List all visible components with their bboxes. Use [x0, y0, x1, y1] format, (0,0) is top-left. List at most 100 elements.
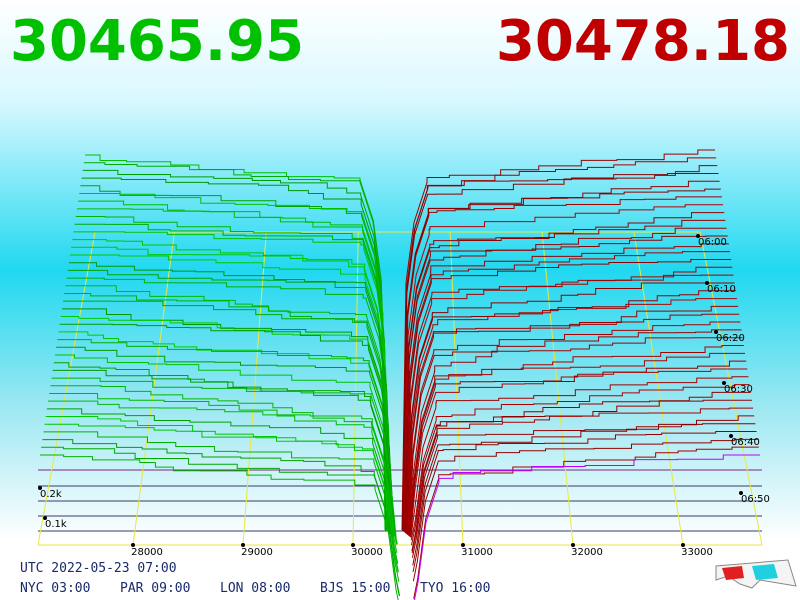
bid-curve — [42, 439, 400, 596]
city-time: BJS 15:00 — [320, 581, 390, 596]
bid-curve — [67, 269, 392, 534]
price-grid-line — [132, 231, 175, 546]
bid-curve — [82, 169, 387, 531]
axis-labels: 28000 29000 30000 31000 32000 33000 0.2k 0.1k 06… — [38, 234, 770, 558]
bid-curve — [74, 223, 389, 533]
time-tick-dot — [696, 234, 700, 238]
time-tick-label: 06:30 — [724, 384, 753, 395]
ask-curve — [412, 438, 758, 582]
ask-curve — [411, 407, 754, 554]
ask-curve — [411, 391, 751, 546]
ask-curve — [401, 149, 715, 531]
price-grid-line — [633, 231, 684, 546]
price-tick-dot — [241, 543, 245, 547]
city-time: LON 08:00 — [220, 581, 290, 596]
bid-curve — [78, 200, 388, 532]
price-tick-dot — [461, 543, 465, 547]
bid-price: 30465.95 — [10, 9, 304, 74]
time-tick-label: 06:10 — [707, 284, 736, 295]
bid-curve — [58, 331, 395, 536]
price-tick-label: 32000 — [571, 547, 603, 558]
city-time: TYO 16:00 — [420, 581, 490, 596]
time-tick-label: 06:40 — [731, 437, 760, 448]
bid-curve — [76, 208, 389, 532]
price-grid-line — [352, 231, 359, 546]
bid-curve — [66, 277, 392, 535]
bid-curve — [53, 362, 396, 537]
grid — [37, 231, 763, 547]
bid-curve — [55, 354, 396, 537]
price-grid-line — [541, 231, 574, 546]
ask-curve — [403, 204, 724, 532]
time-tick-dot — [739, 491, 743, 495]
ask-curve — [412, 431, 757, 573]
ask-curve — [412, 423, 756, 566]
bid-curve — [56, 346, 396, 537]
bid-curve — [50, 385, 398, 545]
bid-curve — [79, 192, 388, 532]
price-tick-label: 29000 — [241, 547, 273, 558]
ask-curve — [405, 258, 732, 534]
ask-curve — [407, 298, 737, 535]
price-tick-dot — [681, 543, 685, 547]
time-tick-dot — [722, 381, 726, 385]
depth-tick-label: 0.1k — [45, 519, 67, 530]
ask-curve — [405, 251, 730, 534]
ask-curve — [408, 329, 742, 536]
bid-curve — [71, 246, 391, 534]
bid-curve — [73, 231, 390, 533]
price-tick-label: 33000 — [681, 547, 713, 558]
ask-curve — [402, 172, 719, 531]
depth-tick-label: 0.2k — [40, 489, 62, 500]
ask-curve — [409, 345, 744, 537]
ask-curve — [406, 274, 734, 535]
bid-curve — [52, 369, 397, 538]
bid-curve — [43, 431, 400, 582]
floor-edge — [37, 231, 763, 546]
3d-glasses-icon — [715, 559, 797, 589]
city-time: NYC 03:00 — [20, 581, 90, 596]
bid-curve — [41, 446, 401, 597]
bid-curve — [63, 300, 393, 535]
bid-curve — [80, 185, 388, 532]
ask-curve — [406, 282, 735, 535]
ask-curve — [404, 235, 728, 533]
price-tick-dot — [131, 543, 135, 547]
bid-curve — [49, 392, 398, 554]
city-time: PAR 09:00 — [120, 581, 190, 596]
time-tick-label: 06:00 — [698, 237, 727, 248]
ask-curve — [404, 219, 726, 533]
bid-curve — [46, 408, 399, 564]
ask-curve — [405, 243, 729, 534]
time-tick-label: 06:50 — [741, 494, 770, 505]
time-tick-label: 06:20 — [716, 333, 745, 344]
bid-curve — [40, 454, 399, 600]
city-times: NYC 03:00 PAR 09:00 LON 08:00 BJS 15:00 TYO … — [20, 581, 490, 596]
ask-price: 30478.18 — [496, 9, 790, 74]
bid-curve — [45, 416, 399, 573]
bid-curve — [57, 339, 395, 537]
ask-curve — [408, 321, 741, 536]
price-tick-label: 30000 — [351, 547, 383, 558]
ask-curve — [410, 376, 749, 538]
time-tick-dot — [705, 281, 709, 285]
depth-tick-dot — [38, 486, 42, 490]
depth-curves — [40, 149, 760, 600]
bid-curve — [75, 216, 389, 533]
ask-curve — [404, 227, 727, 533]
bid-curve — [83, 162, 386, 531]
price-grid-line — [449, 231, 464, 546]
ask-curve — [409, 352, 745, 537]
bid-curve — [51, 377, 397, 538]
bid-curve — [81, 177, 387, 531]
ask-curve — [407, 313, 740, 536]
ask-curve — [403, 196, 722, 532]
ask-curve — [410, 368, 748, 538]
time-tick-dot — [714, 330, 718, 334]
depth-tick-dot — [43, 516, 47, 520]
bid-curve — [68, 262, 391, 534]
bid-curve — [59, 323, 394, 536]
ask-curve — [413, 454, 760, 600]
